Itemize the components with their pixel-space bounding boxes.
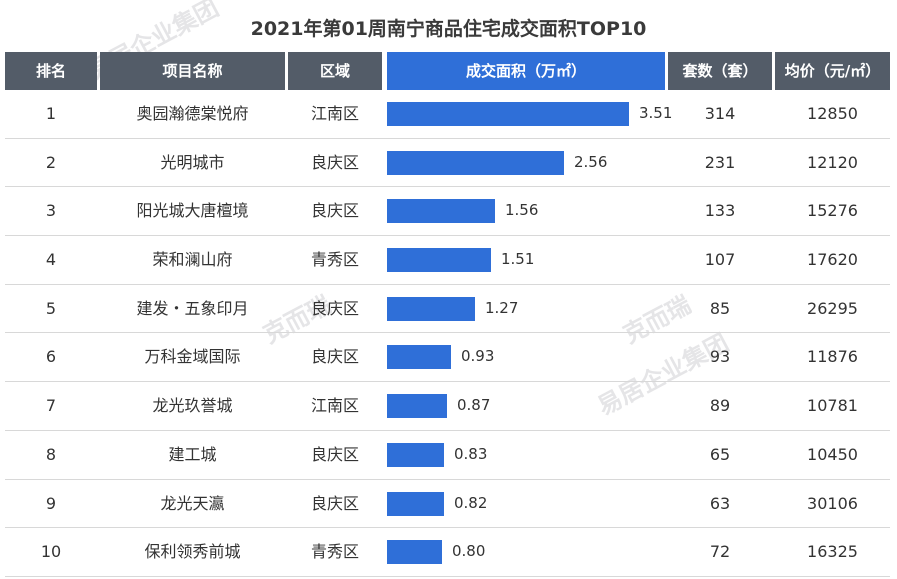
rank-cell: 1: [45, 104, 57, 123]
district-cell: 良庆区: [310, 298, 359, 318]
price-cell: 12120: [807, 152, 858, 172]
area-value-label: 0.87: [457, 396, 491, 415]
area-bar: [387, 540, 442, 565]
price-cell: 10781: [807, 396, 858, 416]
units-cell: 65: [709, 444, 731, 464]
rank-cell: 3: [45, 201, 57, 221]
project-cell: 光明城市: [160, 152, 225, 172]
table-row: 7 龙光玖誉城 江南区 0.87 89 10781: [5, 382, 890, 431]
project-cell: 建发・五象印月: [136, 298, 249, 318]
area-bar: [387, 296, 475, 321]
table-row: 6 万科金域国际 良庆区 0.93 93 11876: [5, 333, 890, 383]
table-body: 1 奥园瀚德棠悦府 江南区 3.51 314 12850 2 光明城市 良庆区 2.56 231 12…: [5, 90, 890, 577]
price-cell: 12850: [807, 104, 858, 123]
units-cell: 107: [704, 250, 736, 270]
district-cell: 良庆区: [310, 493, 359, 513]
units-cell: 133: [704, 201, 736, 221]
area-bar: [387, 394, 447, 419]
area-value-label: 0.80: [452, 542, 486, 561]
units-cell: 63: [709, 493, 731, 513]
area-value-label: 1.56: [505, 201, 539, 220]
table-row: 5 建发・五象印月 良庆区 1.27 85 26295: [5, 285, 890, 334]
project-cell: 保利领秀前城: [144, 542, 241, 562]
area-bar: [387, 199, 495, 224]
table-row: 3 阳光城大唐檀境 良庆区 1.56 133 15276: [5, 187, 890, 237]
price-cell: 26295: [807, 298, 858, 318]
header-area: 成交面积（万㎡）: [387, 52, 665, 90]
district-cell: 良庆区: [310, 201, 359, 221]
rank-cell: 2: [45, 152, 57, 172]
units-cell: 231: [704, 152, 736, 172]
units-cell: 314: [704, 104, 736, 123]
district-cell: 良庆区: [310, 152, 359, 172]
district-cell: 江南区: [310, 104, 359, 123]
units-cell: 89: [709, 396, 731, 416]
area-value-label: 0.93: [461, 347, 495, 366]
area-value-label: 0.83: [454, 444, 488, 463]
district-cell: 江南区: [310, 396, 359, 416]
price-cell: 16325: [807, 542, 858, 562]
district-cell: 良庆区: [310, 347, 359, 367]
project-cell: 荣和澜山府: [152, 250, 233, 270]
rank-cell: 8: [45, 444, 57, 464]
units-cell: 93: [709, 347, 731, 367]
project-cell: 阳光城大唐檀境: [136, 201, 249, 221]
table-header: 排名 项目名称 区域 成交面积（万㎡） 套数（套） 均价（元/㎡）: [5, 52, 890, 90]
area-value-label: 2.56: [574, 152, 608, 171]
project-cell: 龙光玖誉城: [152, 396, 233, 416]
chart-title: 2021年第01周南宁商品住宅成交面积TOP10: [250, 18, 647, 40]
project-cell: 建工城: [168, 444, 217, 464]
price-cell: 15276: [807, 201, 858, 221]
rank-cell: 4: [45, 250, 57, 270]
header-district: 区域: [288, 52, 382, 90]
price-cell: 10450: [807, 444, 858, 464]
price-cell: 30106: [807, 493, 858, 513]
table-row: 10 保利领秀前城 青秀区 0.80 72 16325: [5, 528, 890, 577]
area-bar: [387, 442, 444, 467]
district-cell: 良庆区: [310, 444, 359, 464]
price-cell: 11876: [807, 347, 858, 367]
price-cell: 17620: [807, 250, 858, 270]
area-bar: [387, 102, 629, 126]
area-bar: [387, 491, 444, 516]
table-row: 4 荣和澜山府 青秀区 1.51 107 17620: [5, 236, 890, 285]
district-cell: 青秀区: [310, 250, 359, 270]
area-value-label: 0.82: [454, 493, 488, 512]
header-units: 套数（套）: [668, 52, 772, 90]
table-row: 2 光明城市 良庆区 2.56 231 12120: [5, 139, 890, 188]
area-bar: [387, 150, 564, 175]
area-value-label: 1.51: [501, 250, 535, 269]
area-value-label: 1.27: [485, 298, 519, 317]
table-row: 8 建工城 良庆区 0.83 65 10450: [5, 431, 890, 480]
area-bar: [387, 345, 451, 370]
rank-cell: 7: [45, 396, 57, 416]
table-row: 9 龙光天瀛 良庆区 0.82 63 30106: [5, 480, 890, 529]
rank-cell: 9: [45, 493, 57, 513]
rank-cell: 5: [45, 298, 57, 318]
header-rank: 排名: [5, 52, 97, 90]
project-cell: 万科金域国际: [144, 347, 241, 367]
rank-cell: 6: [45, 347, 57, 367]
district-cell: 青秀区: [310, 542, 359, 562]
area-bar: [387, 248, 491, 273]
area-value-label: 3.51: [639, 104, 673, 122]
header-price: 均价（元/㎡）: [775, 52, 890, 90]
header-project: 项目名称: [100, 52, 285, 90]
project-cell: 龙光天瀛: [160, 493, 225, 513]
units-cell: 85: [709, 298, 731, 318]
units-cell: 72: [709, 542, 731, 562]
project-cell: 奥园瀚德棠悦府: [136, 104, 249, 123]
table-row: 1 奥园瀚德棠悦府 江南区 3.51 314 12850: [5, 90, 890, 139]
rank-cell: 10: [40, 542, 62, 562]
